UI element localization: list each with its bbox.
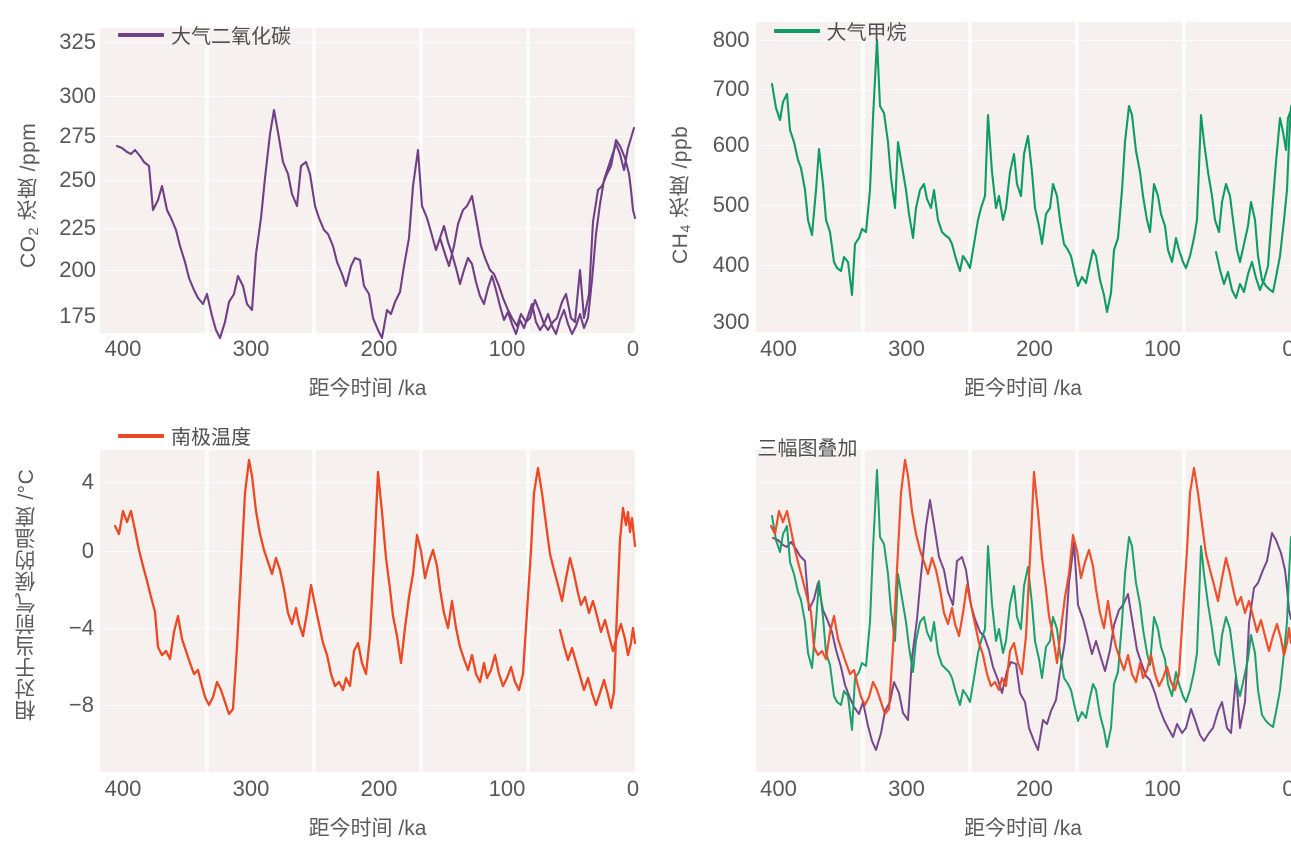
co2-x-axis-title: 距今时间 /ka [308, 377, 427, 400]
ch4-series-svg [770, 38, 1291, 314]
co2-y-tick: 300 [59, 83, 96, 108]
overlay-x-tick: 300 [888, 776, 925, 801]
temperature-legend: 南极温度 [118, 421, 251, 450]
ch4-x-tick-labels: 400 300 200 100 0 [756, 336, 1291, 366]
ch4-y-tick: 500 [712, 192, 750, 217]
co2-x-tick: 200 [360, 336, 398, 361]
ch4-line-segment-b [1214, 108, 1291, 300]
ch4-x-tick: 0 [1282, 336, 1291, 361]
ch4-y-tick: 600 [712, 132, 750, 157]
overlay-plot-area [755, 450, 1291, 772]
ch4-y-axis-title-pre: CH [668, 232, 692, 265]
ch4-x-tick: 200 [1016, 336, 1053, 361]
ch4-legend-swatch [773, 28, 820, 33]
temperature-y-tick: −8 [68, 692, 94, 717]
overlay-x-axis-title: 距今时间 /ka [964, 817, 1082, 840]
ch4-x-tick: 300 [888, 336, 925, 361]
co2-x-tick: 0 [626, 336, 640, 361]
co2-legend-label: 大气二氧化碳 [171, 26, 291, 48]
temperature-line [113, 458, 637, 716]
temperature-line-segment-b [558, 506, 637, 710]
temperature-y-tick: −4 [68, 615, 94, 640]
temperature-y-axis-title: 相对于当前气候的温度 /°C [15, 468, 38, 722]
ch4-x-axis-title: 距今时间 /ka [964, 377, 1082, 400]
co2-plot-area [100, 28, 637, 340]
co2-legend: 大气二氧化碳 [118, 20, 291, 49]
overlay-x-tick-labels: 400 300 200 100 0 [756, 776, 1291, 806]
ch4-y-tick: 300 [712, 309, 750, 334]
ch4-plot-background [755, 22, 1291, 332]
ch4-y-axis-title-post: 浓度 /ppb [668, 125, 692, 225]
ch4-x-tick: 100 [1144, 336, 1181, 361]
temperature-legend-label: 南极温度 [171, 427, 251, 449]
ch4-y-tick: 400 [712, 252, 750, 277]
overlay-x-tick: 100 [1144, 776, 1181, 801]
co2-y-axis-title-sub: 2 [25, 226, 42, 236]
overlay-legend: 三幅图叠加 [758, 432, 858, 461]
temperature-y-tick: 4 [81, 469, 94, 494]
co2-line-segment-b [438, 126, 636, 336]
co2-y-tick-labels: 325 300 275 250 225 200 175 [46, 0, 96, 420]
overlay-legend-label: 三幅图叠加 [757, 438, 858, 460]
co2-y-tick: 175 [59, 303, 96, 328]
temperature-plot-background [100, 450, 635, 772]
co2-y-axis-title: CO2 浓度 /ppm [14, 70, 44, 320]
co2-y-tick: 200 [59, 257, 96, 282]
overlay-x-tick: 400 [760, 776, 797, 801]
overlay-co2-line [771, 499, 1291, 751]
panel-overlay: 400 300 200 100 0 距今时间 /ka 三幅图叠加 [646, 420, 1291, 858]
ch4-y-tick-labels: 800 700 600 500 400 300 [694, 0, 750, 420]
ch4-line [770, 38, 1291, 314]
co2-x-tick: 400 [104, 336, 142, 361]
temperature-x-tick: 400 [104, 776, 142, 801]
overlay-series-svg [769, 458, 1291, 751]
co2-y-axis-title-pre: CO [17, 235, 40, 268]
co2-x-tick-labels: 400 300 200 100 0 [100, 336, 639, 366]
co2-y-tick: 225 [59, 215, 96, 240]
temperature-x-tick: 0 [626, 776, 640, 801]
panel-temperature: 相对于当前气候的温度 /°C 4 0 −4 −8 400 300 200 100… [0, 420, 646, 858]
co2-y-tick: 325 [59, 29, 96, 54]
co2-x-tick: 300 [232, 336, 270, 361]
overlay-x-tick: 0 [1282, 776, 1291, 801]
overlay-temperature-line [769, 458, 1291, 716]
co2-line [115, 108, 637, 340]
panel-ch4: CH4 浓度 /ppb 800 700 600 500 400 300 400 … [646, 0, 1291, 420]
ch4-y-tick: 800 [712, 27, 750, 52]
ch4-legend-label: 大气甲烷 [826, 22, 907, 44]
co2-y-tick: 250 [59, 167, 96, 192]
ch4-y-axis-title-sub: 4 [677, 224, 694, 233]
temperature-y-tick-labels: 4 0 −4 −8 [48, 420, 94, 858]
temperature-plot-area [100, 450, 637, 772]
overlay-plot-background [755, 450, 1291, 772]
temperature-x-tick-labels: 400 300 200 100 0 [100, 776, 639, 806]
temperature-x-tick: 200 [360, 776, 398, 801]
panel-co2: CO2 浓度 /ppm 325 300 275 250 225 200 175 … [0, 0, 646, 420]
temperature-series-svg [113, 458, 637, 716]
temperature-x-axis-title: 距今时间 /ka [308, 817, 427, 840]
overlay-ch4-line [770, 469, 1291, 748]
ch4-x-tick: 400 [760, 336, 797, 361]
temperature-x-tick: 100 [488, 776, 526, 801]
co2-y-axis-title-post: 浓度 /ppm [17, 122, 40, 227]
ch4-plot-area [755, 22, 1291, 332]
co2-x-tick: 100 [488, 336, 526, 361]
co2-legend-swatch [118, 32, 164, 37]
overlay-x-tick: 200 [1016, 776, 1053, 801]
temperature-x-tick: 300 [232, 776, 270, 801]
ch4-y-tick: 700 [712, 76, 750, 101]
temperature-y-tick: 0 [81, 538, 94, 563]
temperature-legend-swatch [118, 433, 164, 438]
co2-y-tick: 275 [59, 123, 96, 148]
ch4-y-axis-title: CH4 浓度 /ppb [666, 80, 696, 310]
co2-series-svg [115, 108, 637, 340]
ch4-legend: 大气甲烷 [773, 16, 907, 45]
